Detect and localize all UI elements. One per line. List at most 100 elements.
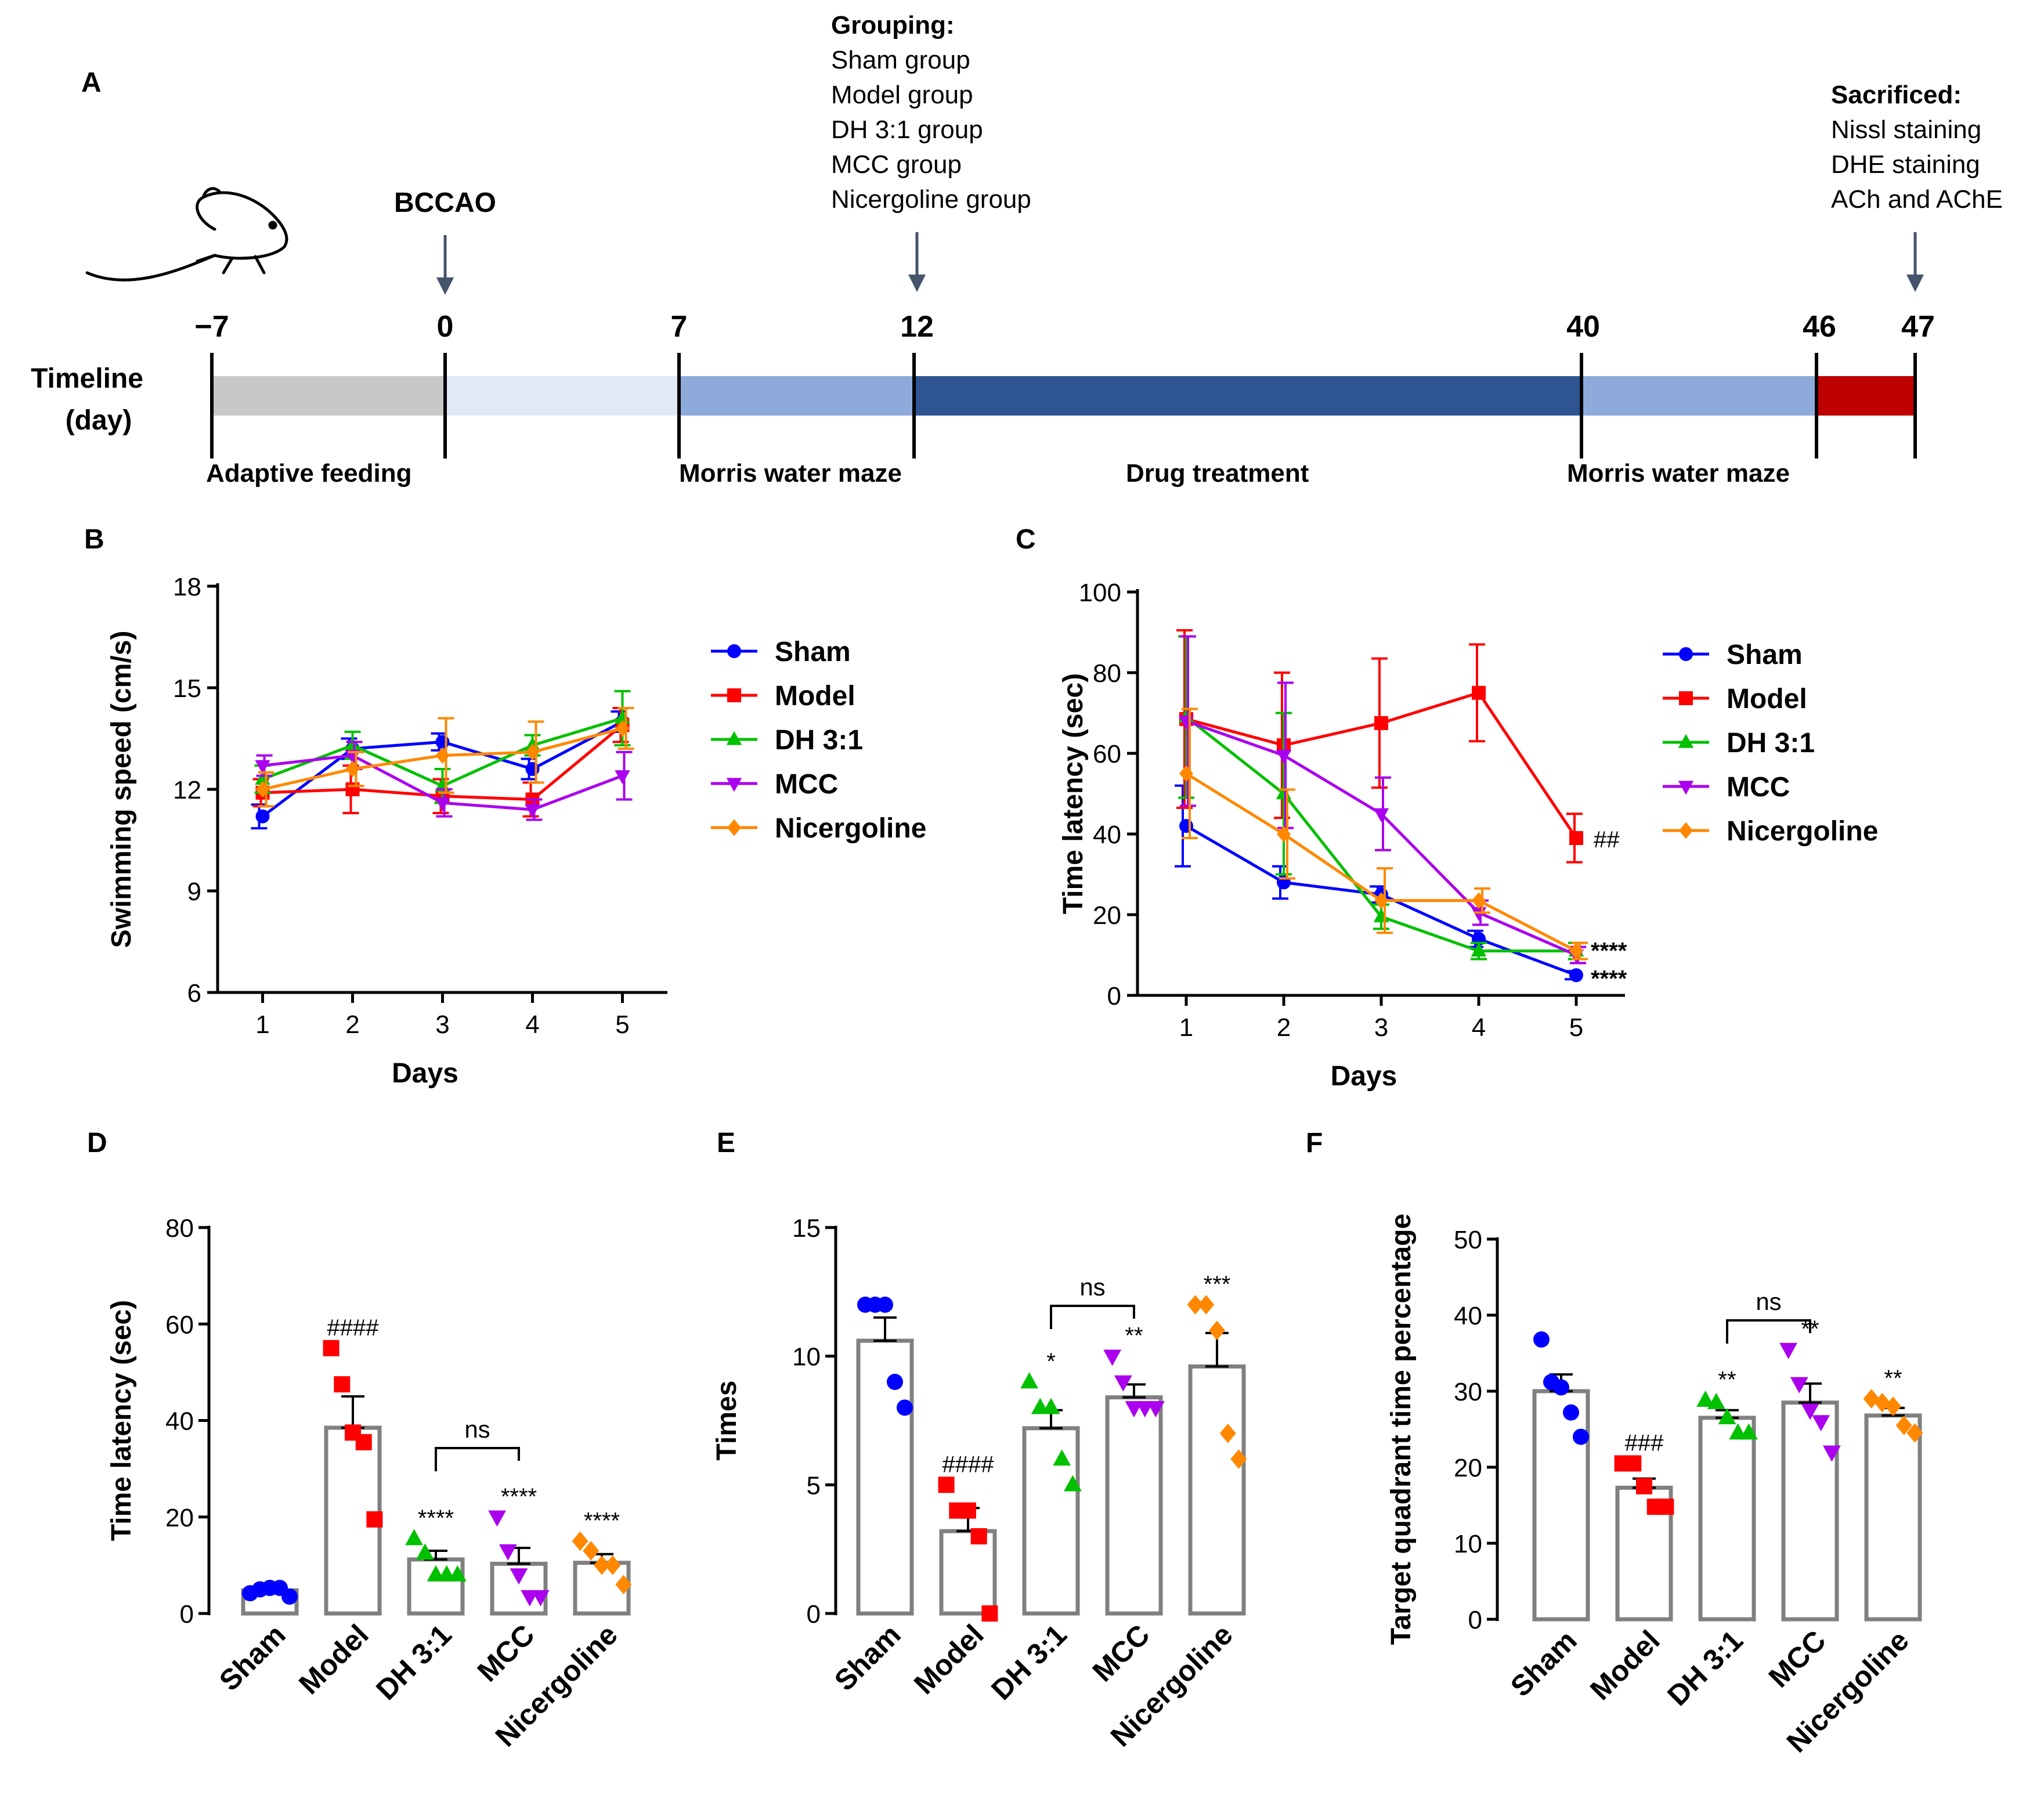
y-tick-label: 100 — [1079, 579, 1121, 607]
data-point — [323, 1340, 340, 1356]
x-tick-label: Model — [908, 1618, 990, 1701]
comparison-bracket — [1726, 1319, 1811, 1344]
data-point — [1696, 1390, 1714, 1407]
data-point — [435, 797, 450, 811]
legend-marker — [1678, 734, 1694, 748]
data-point — [255, 760, 270, 774]
arrow-down-icon — [436, 235, 454, 295]
y-tick-label: 80 — [165, 1214, 194, 1243]
data-point — [532, 1590, 550, 1607]
legend-label: Sham — [1727, 640, 1803, 670]
y-tick-label: 9 — [187, 878, 201, 906]
timeline-tick-label: 0 — [437, 310, 454, 344]
bar-group-sham — [856, 1297, 914, 1616]
bar-group-dh-3-1 — [1696, 1390, 1758, 1622]
data-point — [1020, 1372, 1038, 1389]
legend-label: Model — [775, 681, 855, 712]
timeline-segment-adaptive — [212, 376, 445, 416]
phase-label-mwm2: Morris water maze — [1567, 459, 1790, 488]
timeline-segment-sacrifice — [1817, 376, 1915, 416]
data-point — [1569, 968, 1583, 983]
series-model — [1176, 629, 1583, 864]
data-point — [1219, 1423, 1236, 1443]
data-point — [1472, 892, 1486, 909]
phase-label-drug: Drug treatment — [1126, 459, 1309, 488]
significance-label: ### — [1625, 1430, 1664, 1456]
grouping-item: MCC group — [831, 150, 962, 179]
data-point — [594, 1555, 610, 1575]
data-point — [1472, 685, 1486, 700]
data-point — [1625, 1455, 1642, 1472]
y-tick-label: 15 — [792, 1214, 821, 1243]
bar-group-model — [938, 1477, 998, 1622]
data-point — [255, 809, 270, 824]
bar-group-model — [323, 1340, 383, 1616]
significance-label: **** — [584, 1508, 620, 1533]
bar-group-mcc — [1103, 1349, 1165, 1616]
data-point — [572, 1531, 588, 1551]
data-point — [525, 743, 540, 761]
data-point — [615, 720, 630, 737]
data-point — [1114, 1375, 1132, 1392]
y-axis-label: Target quadrant time percentage — [1386, 1214, 1417, 1645]
data-point — [255, 781, 270, 798]
significance-label: *** — [1204, 1272, 1231, 1297]
bar — [1022, 1426, 1080, 1616]
mouse-icon — [85, 187, 288, 281]
y-tick-label: 50 — [1454, 1226, 1482, 1254]
data-point — [615, 1575, 632, 1594]
data-point — [1569, 831, 1583, 845]
data-point — [488, 1510, 506, 1527]
y-tick-label: 18 — [173, 573, 201, 601]
significance-label: **** — [418, 1506, 454, 1531]
data-point — [1064, 1475, 1082, 1492]
data-point — [366, 1511, 383, 1528]
data-point — [525, 762, 540, 776]
legend-marker — [1679, 822, 1693, 839]
arrow-down-icon — [1906, 232, 1924, 292]
data-point — [1906, 1423, 1923, 1443]
data-point — [416, 1543, 434, 1560]
bar-group-mcc — [488, 1510, 550, 1616]
legend-label: DH 3:1 — [775, 725, 863, 756]
panel-label-a: A — [81, 67, 102, 98]
bar-group-dh-3-1 — [1020, 1372, 1082, 1616]
significance-label: ** — [1718, 1367, 1736, 1393]
data-point — [1276, 749, 1292, 764]
legend-label: MCC — [1727, 772, 1790, 803]
y-tick-label: 6 — [187, 979, 201, 1008]
significance-label: #### — [942, 1452, 995, 1477]
data-point — [1801, 1403, 1819, 1420]
data-point — [510, 1568, 528, 1585]
y-axis-label: Swimming speed (cm/s) — [106, 631, 137, 948]
data-point — [1471, 943, 1487, 957]
chart-f-quadrant-bars: 0 10 20 30 40 50 Target quadrant time percenta… — [1386, 1214, 1923, 1759]
panel-a-timeline: A −7 0 7 12 — [31, 11, 2003, 488]
data-point — [887, 1374, 903, 1390]
timeline-tick-label: 46 — [1803, 310, 1836, 344]
data-point — [1657, 1499, 1674, 1515]
data-point — [583, 1541, 600, 1561]
chart-d-latency-bars: 0 20 40 60 80 Time latency (sec) Sham Model ####… — [106, 1214, 632, 1753]
data-point — [1573, 1428, 1589, 1445]
timeline-tick-label: 40 — [1566, 310, 1600, 344]
data-point — [345, 760, 360, 778]
x-tick-label: MCC — [1086, 1618, 1156, 1688]
data-point — [355, 1434, 372, 1450]
timeline-segment-recovery — [445, 376, 679, 416]
legend-label: Nicergoline — [1727, 816, 1878, 847]
data-point — [1707, 1392, 1725, 1409]
data-point — [345, 782, 360, 796]
grouping-item: Sham group — [831, 46, 970, 74]
data-point — [525, 804, 540, 818]
data-point — [981, 1605, 998, 1622]
data-point — [1823, 1445, 1841, 1462]
data-point — [499, 1544, 517, 1561]
grouping-item: Nicergoline group — [831, 185, 1031, 214]
data-point — [1563, 1404, 1579, 1421]
data-point — [1277, 825, 1291, 843]
panel-label-f: F — [1306, 1128, 1323, 1158]
timeline-segment-mwm1 — [679, 376, 914, 416]
data-point — [1198, 1295, 1215, 1315]
